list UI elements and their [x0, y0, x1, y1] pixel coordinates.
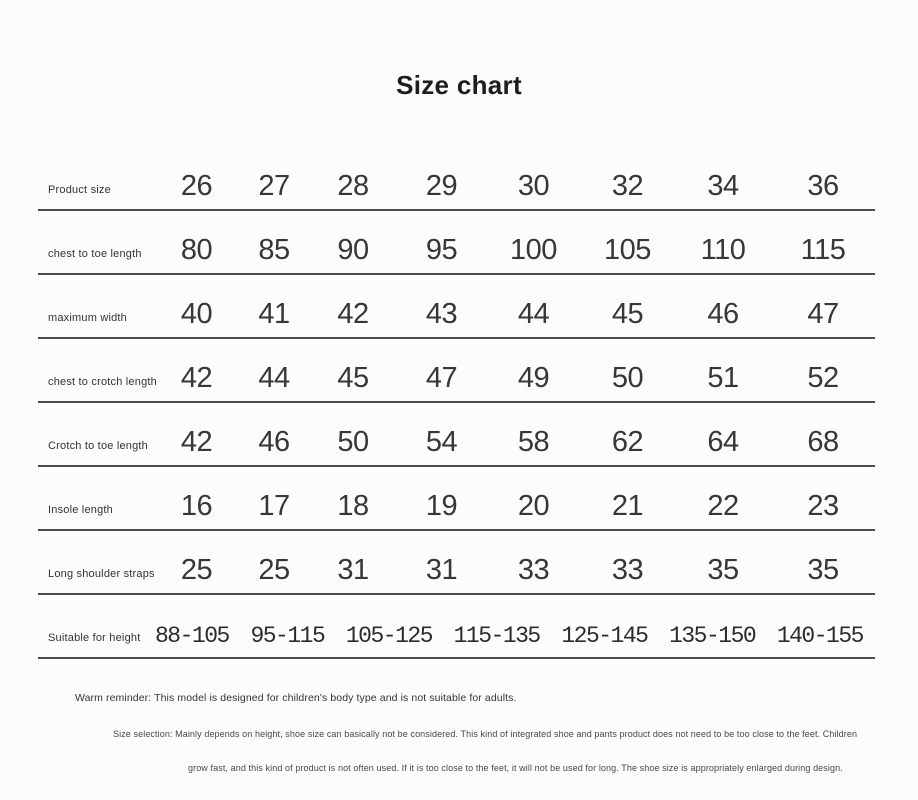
size-value-cell: 44	[258, 362, 290, 394]
row-label: Crotch to toe length	[48, 440, 149, 452]
height-range-cell: 105-125	[345, 623, 434, 649]
page-title: Size chart	[396, 70, 522, 100]
size-value-cell: 23	[807, 490, 839, 522]
size-value-cell: 49	[517, 362, 550, 394]
size-value-cell: 29	[425, 170, 458, 202]
table-row-insole-length: Insole length 16 17 18 19 20 21 22 23	[38, 467, 875, 531]
size-value-cell: 33	[517, 554, 550, 586]
size-value-cell: 45	[337, 362, 369, 394]
size-value-cell: 35	[707, 554, 739, 586]
row-label: chest to crotch length	[48, 376, 157, 388]
warm-reminder-note: Warm reminder: This model is designed fo…	[75, 692, 517, 704]
size-value-cell: 20	[517, 490, 550, 522]
size-value-cell: 25	[258, 554, 290, 586]
size-value-cell: 30	[517, 170, 550, 202]
size-value-cell: 34	[707, 170, 739, 202]
size-value-cell: 42	[180, 426, 213, 458]
size-value-cell: 64	[707, 426, 739, 458]
size-value-cell: 95	[425, 234, 458, 266]
size-value-cell: 42	[180, 362, 213, 394]
height-range-cell: 95-115	[250, 623, 325, 649]
size-value-cell: 17	[258, 490, 290, 522]
height-range-group: 88-105 95-115 105-125 115-135 125-145 13…	[155, 623, 875, 657]
size-value-cell: 50	[337, 426, 369, 458]
size-value-cell: 35	[807, 554, 839, 586]
size-value-cell: 25	[180, 554, 213, 586]
size-value-cell: 62	[611, 426, 644, 458]
table-row-crotch-to-toe: Crotch to toe length 42 46 50 54 58 62 6…	[38, 403, 875, 467]
size-value-cell: 105	[604, 234, 651, 266]
size-value-cell: 19	[425, 490, 458, 522]
size-value-cell: 26	[180, 170, 213, 202]
size-value-cell: 100	[510, 234, 557, 266]
row-label: maximum width	[48, 312, 128, 324]
row-label: Insole length	[48, 504, 113, 516]
table-row-chest-to-toe: chest to toe length 80 85 90 95 100 105 …	[38, 211, 875, 275]
height-range-cell: 135-150	[669, 623, 757, 649]
size-chart-table: Product size 26 27 28 29 30 32 34 36 che…	[38, 147, 875, 659]
size-value-cell: 47	[425, 362, 458, 394]
size-value-cell: 44	[517, 298, 550, 330]
table-row-shoulder-straps: Long shoulder straps 25 25 31 31 33 33 3…	[38, 531, 875, 595]
size-selection-note-line1: Size selection: Mainly depends on height…	[113, 729, 858, 739]
row-label: Product size	[48, 184, 111, 196]
size-value-cell: 27	[258, 170, 290, 202]
size-value-cell: 46	[707, 298, 739, 330]
row-label: chest to toe length	[48, 248, 142, 260]
size-value-cell: 85	[258, 234, 290, 266]
height-range-cell: 115-135	[453, 623, 542, 649]
size-value-cell: 28	[337, 170, 369, 202]
size-value-cell: 16	[180, 490, 213, 522]
size-value-cell: 45	[611, 298, 644, 330]
size-value-cell: 90	[337, 234, 369, 266]
size-value-cell: 51	[707, 362, 739, 394]
footer-notes: Warm reminder: This model is designed fo…	[0, 692, 918, 773]
size-value-cell: 21	[611, 490, 644, 522]
size-value-cell: 52	[807, 362, 839, 394]
size-value-cell: 80	[180, 234, 213, 266]
size-value-cell: 43	[425, 298, 458, 330]
height-range-cell: 88-105	[155, 623, 230, 649]
size-value-cell: 31	[337, 554, 369, 586]
row-label: Suitable for height	[48, 632, 141, 644]
size-value-cell: 22	[707, 490, 739, 522]
size-value-cell: 31	[425, 554, 458, 586]
table-row-suitable-height: Suitable for height 88-105 95-115 105-12…	[38, 595, 875, 659]
table-row-product-size: Product size 26 27 28 29 30 32 34 36	[38, 147, 875, 211]
height-range-cell: 125-145	[561, 623, 649, 649]
size-value-cell: 115	[800, 234, 846, 266]
size-value-cell: 18	[337, 490, 369, 522]
size-value-cell: 110	[700, 234, 746, 266]
table-row-chest-to-crotch: chest to crotch length 42 44 45 47 49 50…	[38, 339, 875, 403]
size-value-cell: 47	[807, 298, 839, 330]
size-value-cell: 32	[611, 170, 644, 202]
size-value-cell: 40	[180, 298, 213, 330]
size-value-cell: 54	[425, 426, 458, 458]
size-value-cell: 41	[258, 298, 290, 330]
size-value-cell: 42	[337, 298, 369, 330]
size-value-cell: 50	[611, 362, 644, 394]
table-row-maximum-width: maximum width 40 41 42 43 44 45 46 47	[38, 275, 875, 339]
size-value-cell: 58	[517, 426, 550, 458]
size-value-cell: 68	[807, 426, 839, 458]
size-value-cell: 46	[258, 426, 290, 458]
row-label: Long shoulder straps	[48, 568, 155, 580]
height-range-cell: 140-155	[776, 623, 865, 649]
size-value-cell: 36	[807, 170, 839, 202]
size-selection-note-line2: grow fast, and this kind of product is n…	[188, 763, 843, 773]
size-value-cell: 33	[611, 554, 644, 586]
